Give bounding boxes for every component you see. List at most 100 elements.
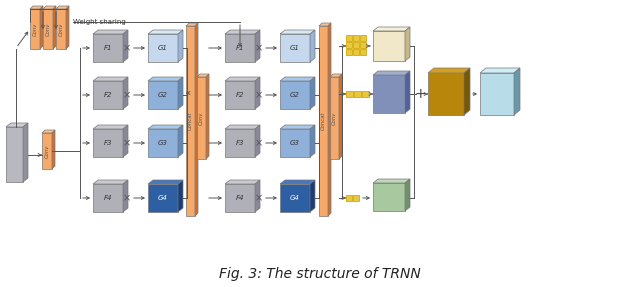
Polygon shape [346,91,353,97]
Polygon shape [148,129,178,157]
Polygon shape [42,130,55,133]
Polygon shape [123,125,128,157]
Polygon shape [148,81,178,109]
Polygon shape [66,6,69,49]
Polygon shape [405,27,410,61]
Text: F1: F1 [104,45,112,51]
Polygon shape [480,73,514,115]
Polygon shape [354,91,361,97]
Polygon shape [319,26,328,216]
Polygon shape [353,195,359,201]
Polygon shape [405,179,410,211]
Polygon shape [346,195,352,201]
Polygon shape [6,127,23,182]
Polygon shape [280,125,315,129]
Text: +: + [414,87,426,101]
Polygon shape [280,129,310,157]
Text: F4: F4 [104,195,112,201]
Text: ×: × [123,193,131,203]
Text: F3: F3 [236,140,244,146]
Polygon shape [148,34,178,62]
Polygon shape [330,74,342,77]
Polygon shape [373,183,405,211]
Text: G4: G4 [290,195,300,201]
Text: Conv: Conv [45,22,51,36]
Polygon shape [373,71,410,75]
Polygon shape [255,77,260,109]
Polygon shape [353,42,359,48]
Polygon shape [255,125,260,157]
Polygon shape [30,6,43,9]
Text: ×: × [123,90,131,100]
Polygon shape [93,129,123,157]
Polygon shape [186,26,195,216]
Text: Conv: Conv [45,144,49,158]
Polygon shape [56,6,69,9]
Text: Concat: Concat [321,112,326,130]
Polygon shape [225,81,255,109]
Polygon shape [178,180,183,212]
Text: ×: × [255,90,263,100]
Polygon shape [178,30,183,62]
Polygon shape [255,30,260,62]
Text: Fig. 3: The structure of TRNN: Fig. 3: The structure of TRNN [219,267,421,281]
Polygon shape [197,74,209,77]
Polygon shape [178,125,183,157]
Polygon shape [43,6,56,9]
Polygon shape [225,125,260,129]
Polygon shape [339,74,342,159]
Polygon shape [225,184,255,212]
Polygon shape [148,180,183,184]
Polygon shape [405,71,410,113]
Polygon shape [93,125,128,129]
Polygon shape [373,75,405,113]
Text: Conv: Conv [33,22,38,36]
Polygon shape [178,77,183,109]
Text: Weight sharing: Weight sharing [73,19,125,25]
Polygon shape [56,9,66,49]
Polygon shape [148,184,178,212]
Polygon shape [310,125,315,157]
Text: ×: × [255,138,263,148]
Text: ×: × [255,43,263,53]
Polygon shape [464,68,470,115]
Text: G1: G1 [290,45,300,51]
Polygon shape [6,123,28,127]
Text: F3: F3 [104,140,112,146]
Polygon shape [123,30,128,62]
Polygon shape [93,184,123,212]
Polygon shape [310,77,315,109]
Text: G2: G2 [290,92,300,98]
Polygon shape [52,130,55,169]
Polygon shape [40,6,43,49]
Polygon shape [353,35,359,41]
Polygon shape [186,23,198,26]
Polygon shape [43,9,53,49]
Polygon shape [148,30,183,34]
Polygon shape [123,77,128,109]
Polygon shape [23,123,28,182]
Polygon shape [310,180,315,212]
Polygon shape [373,179,410,183]
Polygon shape [93,77,128,81]
Text: Conv: Conv [199,111,204,125]
Text: ×: × [123,43,131,53]
Polygon shape [280,180,315,184]
Polygon shape [428,68,470,73]
Text: F2: F2 [236,92,244,98]
Text: F1: F1 [236,45,244,51]
Text: Conv: Conv [58,22,63,36]
Polygon shape [346,35,352,41]
Text: G4: G4 [158,195,168,201]
Polygon shape [362,91,369,97]
Polygon shape [480,68,520,73]
Polygon shape [310,30,315,62]
Polygon shape [346,49,352,55]
Polygon shape [225,77,260,81]
Text: F4: F4 [236,195,244,201]
Polygon shape [53,6,56,49]
Text: ×: × [255,193,263,203]
Polygon shape [280,77,315,81]
Polygon shape [373,31,405,61]
Polygon shape [319,23,331,26]
